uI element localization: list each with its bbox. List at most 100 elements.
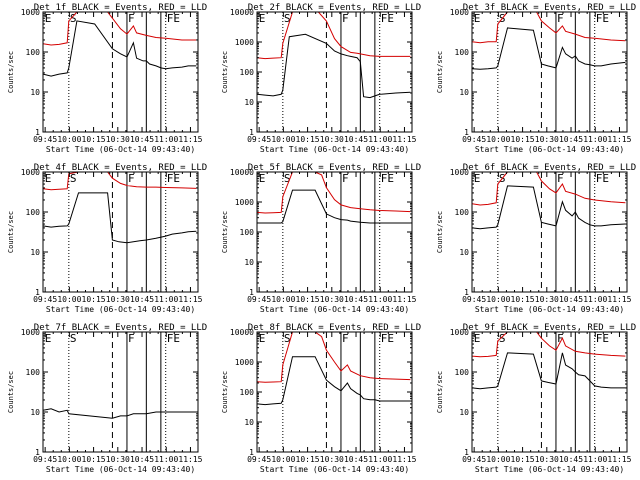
y-tick-label: 1000 (450, 328, 469, 337)
x-tick-label: 10:30 (320, 135, 344, 144)
x-tick-label: 10:30 (535, 135, 559, 144)
plot-frame (471, 331, 628, 453)
y-tick-label: 10000 (230, 8, 254, 17)
y-tick-label: 10 (30, 408, 40, 417)
x-tick-label: 10:30 (320, 455, 344, 464)
event-marker-label: E (45, 332, 52, 345)
x-tick-label: 10:45 (344, 455, 368, 464)
y-tick-label: 100 (26, 368, 41, 377)
events-series-line (43, 20, 197, 77)
event-marker-label: S (284, 172, 291, 185)
event-marker-label: E (474, 332, 481, 345)
event-marker-label: E (474, 12, 481, 25)
x-tick-label: 10:00 (271, 135, 295, 144)
chart-title: Det 9f BLACK = Events, RED = LLD (463, 323, 636, 333)
plot-frame (256, 331, 413, 453)
x-tick-label: 11:00 (154, 295, 178, 304)
lld-series-line (257, 172, 411, 214)
x-tick-label: 10:45 (130, 295, 154, 304)
y-axis-label: Counts/sec (7, 51, 15, 93)
chart-title: Det 6f BLACK = Events, RED = LLD (463, 163, 636, 173)
chart-title: Det 4f BLACK = Events, RED = LLD (34, 163, 207, 173)
y-axis-label: Counts/sec (7, 211, 15, 253)
event-marker-label: FE (381, 172, 394, 185)
event-marker-label: S (284, 332, 291, 345)
x-tick-label: 10:30 (106, 135, 130, 144)
y-tick-label: 100 (240, 388, 255, 397)
y-axis-label: Counts/sec (436, 51, 444, 93)
event-marker-label: FE (167, 12, 180, 25)
event-marker-label: S (70, 332, 77, 345)
x-tick-label: 11:15 (392, 135, 416, 144)
lld-series-line (472, 332, 626, 358)
event-marker-label: FE (167, 172, 180, 185)
plot-frame (42, 11, 199, 133)
y-tick-label: 10000 (230, 168, 254, 177)
y-axis-label: Counts/sec (221, 211, 229, 253)
event-marker-label: S (70, 12, 77, 25)
y-tick-label: 1000 (235, 38, 254, 47)
x-tick-label: 10:15 (296, 135, 320, 144)
y-axis-label: Counts/sec (7, 371, 15, 413)
y-tick-label: 1000 (21, 168, 40, 177)
event-marker-label: S (284, 12, 291, 25)
x-tick-label: 10:00 (57, 455, 81, 464)
x-axis-label: Start Time (06-Oct-14 09:43:40) (475, 465, 624, 474)
events-series-line (257, 33, 411, 99)
y-tick-label: 10 (244, 258, 254, 267)
y-tick-label: 10 (244, 98, 254, 107)
plot-frame (256, 11, 413, 133)
lld-series-line (43, 12, 197, 46)
plot-frame (42, 171, 199, 293)
x-tick-label: 10:30 (535, 295, 559, 304)
plot-frame (42, 331, 199, 453)
x-tick-label: 11:15 (607, 455, 631, 464)
event-marker-label: FE (167, 332, 180, 345)
event-marker-label: F (557, 12, 564, 25)
y-tick-label: 100 (240, 68, 255, 77)
x-tick-label: 10:45 (559, 295, 583, 304)
x-tick-label: 11:00 (583, 455, 607, 464)
event-marker-label: F (128, 332, 135, 345)
x-tick-label: 10:45 (344, 295, 368, 304)
x-tick-label: 10:45 (559, 135, 583, 144)
x-tick-label: 10:45 (344, 135, 368, 144)
x-axis-label: Start Time (06-Oct-14 09:43:40) (46, 145, 195, 154)
events-series-line (43, 408, 197, 419)
x-tick-label: 10:15 (82, 135, 106, 144)
y-tick-label: 1 (249, 448, 254, 457)
x-tick-label: 10:45 (559, 455, 583, 464)
y-axis-label: Counts/sec (221, 51, 229, 93)
x-tick-label: 10:00 (486, 455, 510, 464)
x-tick-label: 09:45 (247, 455, 271, 464)
x-tick-label: 10:00 (57, 295, 81, 304)
event-marker-label: E (259, 332, 266, 345)
chart-title: Det 8f BLACK = Events, RED = LLD (248, 323, 421, 333)
event-marker-label: F (557, 172, 564, 185)
x-tick-label: 09:45 (247, 295, 271, 304)
y-tick-label: 1000 (21, 328, 40, 337)
x-tick-label: 10:30 (535, 455, 559, 464)
lld-series-line (257, 12, 411, 60)
event-marker-label: E (45, 172, 52, 185)
events-series-line (472, 185, 626, 230)
y-axis-label: Counts/sec (436, 371, 444, 413)
x-tick-label: 11:15 (392, 455, 416, 464)
chart-title: Det 2f BLACK = Events, RED = LLD (248, 3, 421, 13)
y-tick-label: 100 (240, 228, 255, 237)
lld-series-line (472, 172, 626, 206)
plot-frame (471, 11, 628, 133)
y-tick-label: 100 (455, 48, 470, 57)
x-tick-label: 09:45 (462, 455, 486, 464)
x-tick-label: 10:15 (511, 295, 535, 304)
x-tick-label: 10:15 (82, 295, 106, 304)
event-marker-label: S (499, 332, 506, 345)
x-tick-label: 10:15 (296, 295, 320, 304)
y-tick-label: 1000 (235, 198, 254, 207)
